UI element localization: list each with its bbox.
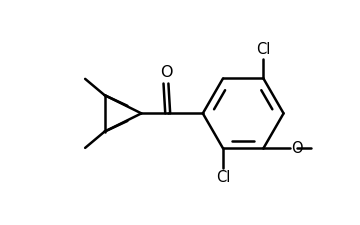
Text: Cl: Cl [256, 42, 271, 57]
Text: O: O [291, 141, 302, 156]
Text: Cl: Cl [216, 170, 230, 185]
Text: O: O [160, 65, 172, 80]
